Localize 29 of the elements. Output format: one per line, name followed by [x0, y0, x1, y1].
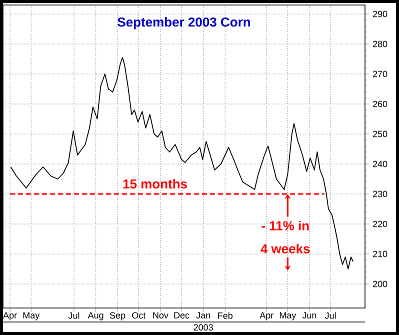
annotation: 4 weeks [260, 244, 310, 254]
annotation: - 11% in [262, 220, 309, 230]
y-tick-label: 250 [372, 130, 388, 138]
y-tick-label: 220 [372, 220, 388, 228]
x-tick-label: May [280, 312, 296, 320]
x-tick-label: Jan [196, 312, 210, 318]
x-tick-label: Apr [260, 312, 274, 320]
x-tick-label: Aug [88, 312, 104, 320]
text: 2003 [194, 324, 213, 331]
x-tick-label: Dec [174, 312, 190, 318]
y-tick-label: 260 [372, 100, 388, 108]
x-tick-label: Jul [324, 312, 336, 319]
x-tick-label: May [23, 312, 40, 320]
x-tick-label: Oct [132, 312, 146, 319]
y-tick-label: 230 [372, 190, 388, 198]
y-tick-label: 200 [372, 280, 388, 288]
x-tick-label: Nov [153, 312, 168, 318]
y-tick-label: 240 [372, 160, 388, 168]
y-tick-label: 290 [372, 10, 388, 18]
y-tick-label: 210 [372, 250, 388, 258]
text: September 2003 Corn [118, 17, 250, 30]
y-tick-label: 280 [372, 40, 388, 48]
x-tick-label: Jul [68, 312, 80, 319]
annotation: 15 months [123, 178, 188, 189]
x-tick-label: Feb [218, 312, 232, 319]
y-tick-label: 270 [372, 70, 388, 78]
x-tick-label: Sep [110, 312, 126, 320]
x-tick-label: Jun [302, 312, 316, 318]
x-tick-label: Apr [3, 312, 17, 320]
